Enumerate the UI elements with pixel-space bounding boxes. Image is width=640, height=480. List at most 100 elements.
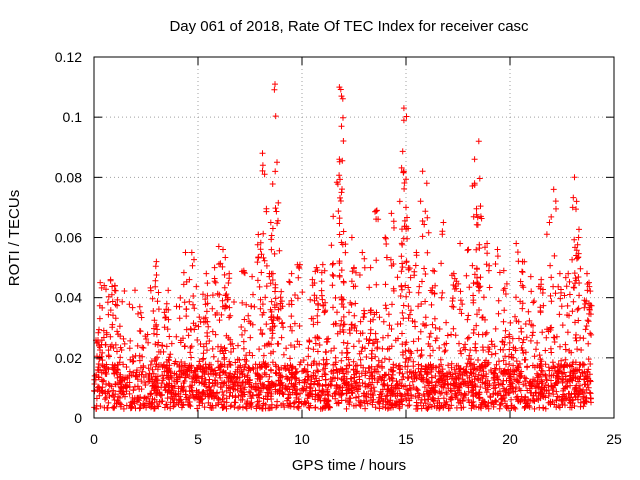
data-point <box>105 366 112 373</box>
data-point <box>223 387 230 394</box>
data-point <box>268 401 275 408</box>
data-point <box>574 306 581 313</box>
data-point <box>503 280 510 287</box>
data-point <box>423 363 430 370</box>
data-point <box>124 383 131 390</box>
x-tick-label: 25 <box>606 431 622 447</box>
data-point <box>217 384 224 391</box>
data-point <box>401 180 408 186</box>
data-point <box>447 381 454 388</box>
data-point <box>374 345 381 352</box>
data-point <box>215 243 222 250</box>
data-point <box>515 379 522 386</box>
data-point <box>542 394 549 401</box>
data-point <box>153 258 160 265</box>
data-point <box>473 205 480 212</box>
data-point <box>375 362 382 369</box>
data-point <box>95 329 102 336</box>
data-point <box>145 339 152 346</box>
data-point <box>318 278 325 285</box>
data-point <box>361 264 368 271</box>
data-point <box>127 337 134 344</box>
data-point <box>272 281 279 288</box>
data-point <box>315 368 322 375</box>
data-point <box>378 359 385 366</box>
data-point <box>365 390 372 397</box>
data-point <box>416 392 423 399</box>
data-point <box>267 366 274 373</box>
data-point <box>367 381 374 388</box>
data-point <box>336 231 343 238</box>
data-point <box>585 318 592 325</box>
data-point <box>569 308 576 315</box>
data-point <box>196 358 203 365</box>
data-point <box>239 331 245 338</box>
data-point <box>538 376 545 383</box>
data-point <box>526 317 533 324</box>
data-point <box>397 293 404 299</box>
tick-labels: 0 5 10 15 20 25 0 0.02 0.04 0.06 0.08 0.1 0.12 <box>55 49 622 447</box>
data-point <box>239 404 246 411</box>
data-point <box>577 265 584 272</box>
data-point <box>267 219 274 226</box>
data-point <box>281 404 288 411</box>
data-point <box>338 317 345 324</box>
data-point <box>580 394 587 401</box>
data-point <box>204 347 210 354</box>
data-point <box>546 390 553 397</box>
data-point <box>213 371 220 378</box>
data-point <box>501 395 508 401</box>
data-point <box>400 373 407 380</box>
data-point <box>252 386 259 393</box>
data-point <box>412 323 419 330</box>
data-point <box>204 329 211 336</box>
data-point <box>353 269 359 276</box>
data-point <box>564 378 570 385</box>
data-point <box>202 296 209 303</box>
data-point <box>277 294 284 301</box>
data-point <box>559 375 565 382</box>
data-point <box>261 363 268 370</box>
data-point <box>222 254 229 261</box>
data-point <box>495 376 502 383</box>
data-point <box>576 292 583 299</box>
data-point <box>178 399 185 406</box>
data-point <box>247 389 254 396</box>
data-point <box>429 396 436 403</box>
data-point <box>338 397 345 404</box>
data-point <box>399 393 405 400</box>
y-tick-label: 0.06 <box>55 230 82 246</box>
data-point <box>334 309 340 316</box>
data-point <box>412 262 419 269</box>
data-point <box>97 366 103 373</box>
data-point <box>403 226 410 233</box>
data-point <box>573 337 580 344</box>
data-point <box>369 347 376 354</box>
data-point <box>312 334 319 341</box>
data-point <box>123 364 130 370</box>
data-point <box>305 345 312 352</box>
data-point <box>383 241 390 247</box>
data-point <box>211 377 218 384</box>
data-point <box>403 293 410 300</box>
data-point <box>241 363 248 370</box>
data-point <box>519 268 525 275</box>
data-point <box>183 394 190 401</box>
data-point <box>473 322 480 329</box>
data-point <box>502 334 509 341</box>
data-point <box>350 265 357 272</box>
data-point <box>292 365 299 372</box>
data-point <box>328 242 335 249</box>
data-point <box>203 365 210 372</box>
data-point <box>325 335 332 342</box>
data-point <box>116 373 123 380</box>
data-point <box>336 172 343 179</box>
data-point <box>396 362 403 369</box>
data-point <box>302 376 309 383</box>
data-point <box>462 392 469 399</box>
data-point <box>121 376 128 383</box>
data-point <box>342 249 349 256</box>
data-point <box>499 370 506 377</box>
data-point <box>356 272 363 278</box>
data-point <box>122 393 128 400</box>
